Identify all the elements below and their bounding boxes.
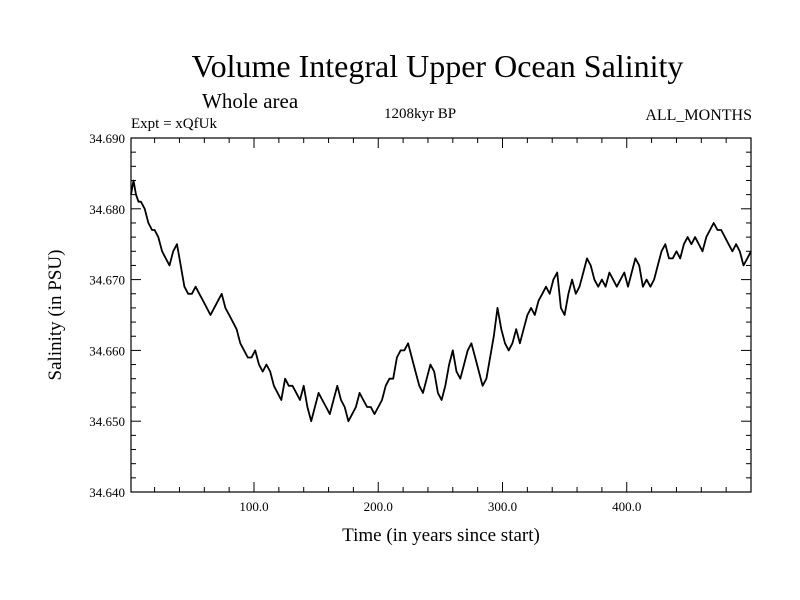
plot-frame (130, 137, 752, 493)
y-tick-label: 34.670 (89, 273, 125, 288)
y-tick-label: 34.640 (89, 485, 125, 500)
y-axis-ticks: 34.640 34.650 34.660 34.670 34.680 34.690 (89, 131, 751, 500)
series-layer (130, 179, 752, 423)
chart-subtitle: Whole area (202, 89, 299, 113)
salinity-series-line (130, 179, 752, 423)
y-tick-label: 34.680 (89, 202, 125, 217)
x-tick-label: 400.0 (612, 499, 641, 514)
epoch-label: 1208kyr BP (384, 106, 457, 122)
x-tick-label: 300.0 (488, 499, 517, 514)
y-tick-label: 34.650 (89, 414, 125, 429)
x-axis-title: Time (in years since start) (342, 525, 540, 546)
y-tick-label: 34.660 (89, 343, 125, 358)
y-axis-title: Salinity (in PSU) (45, 250, 66, 381)
chart-title: Volume Integral Upper Ocean Salinity (191, 48, 684, 84)
experiment-label: Expt = xQfUk (131, 116, 217, 132)
x-tick-label: 100.0 (239, 499, 268, 514)
x-tick-label: 200.0 (364, 499, 393, 514)
months-label: ALL_MONTHS (645, 107, 752, 124)
y-tick-label: 34.690 (89, 131, 125, 146)
x-axis-ticks: 100.0 200.0 300.0 400.0 (154, 138, 752, 514)
